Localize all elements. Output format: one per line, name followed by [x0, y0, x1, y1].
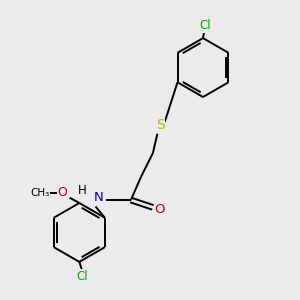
Text: N: N — [94, 191, 103, 204]
Text: S: S — [156, 118, 165, 132]
Text: CH₃: CH₃ — [31, 188, 50, 198]
Text: O: O — [58, 186, 68, 199]
Text: O: O — [154, 203, 165, 216]
Text: H: H — [78, 184, 87, 197]
Text: Cl: Cl — [200, 19, 211, 32]
Text: Cl: Cl — [76, 269, 88, 283]
